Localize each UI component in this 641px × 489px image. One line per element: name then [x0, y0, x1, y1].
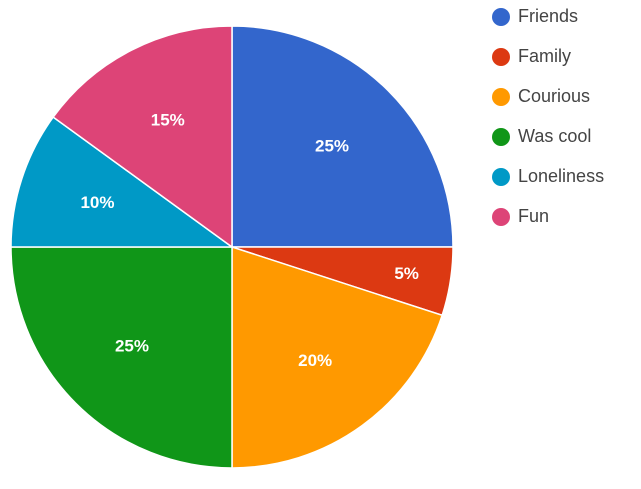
slice-label: 5% [394, 264, 419, 283]
legend-swatch [492, 168, 510, 186]
slice-label: 10% [80, 193, 114, 212]
slice-label: 20% [298, 351, 332, 370]
legend-label: Was cool [518, 126, 591, 146]
legend-swatch [492, 128, 510, 146]
pie-slice [231, 245, 444, 469]
legend-label: Family [518, 46, 571, 66]
pie-slice [10, 246, 233, 469]
pie-slice [52, 25, 233, 249]
legend-label: Courious [518, 86, 590, 106]
legend-swatch [492, 48, 510, 66]
legend-swatch [492, 208, 510, 226]
slice-label: 15% [151, 110, 185, 129]
slice-label: 25% [315, 136, 349, 155]
legend-label: Loneliness [518, 166, 604, 186]
legend-swatch [492, 8, 510, 26]
legend-swatch [492, 88, 510, 106]
slice-label: 25% [115, 336, 149, 355]
legend-label: Friends [518, 6, 578, 26]
pie-slice [10, 116, 235, 248]
pie-slice [231, 25, 454, 248]
legend-label: Fun [518, 206, 549, 226]
